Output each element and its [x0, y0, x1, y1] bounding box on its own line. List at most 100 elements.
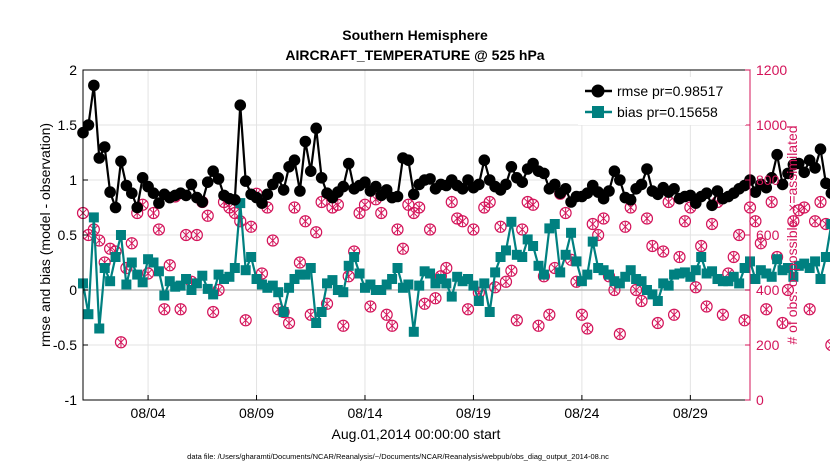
rmse-point	[180, 189, 192, 202]
obs-possible-marker	[700, 300, 713, 313]
rmse-point	[407, 188, 420, 201]
rmse-point	[668, 183, 680, 195]
obs-assimilated-marker	[246, 221, 256, 232]
obs-assimilated-marker	[377, 208, 386, 218]
legend-bias-marker	[592, 106, 604, 118]
obs-assimilated-marker	[621, 221, 630, 232]
rmse-point	[239, 175, 252, 187]
obs-possible-marker	[396, 242, 410, 255]
chart-title: Southern Hemisphere	[342, 27, 488, 43]
bias-point	[804, 263, 815, 273]
bias-point	[593, 263, 604, 273]
obs-assimilated-marker	[789, 216, 798, 227]
obs-assimilated-marker	[317, 197, 326, 207]
bias-point	[652, 296, 663, 306]
obs-assimilated-marker	[545, 309, 554, 320]
bias-point	[490, 267, 501, 278]
chart-subtitle: AIRCRAFT_TEMPERATURE @ 525 hPa	[285, 47, 544, 63]
bias-point	[495, 252, 506, 262]
rmse-point	[126, 187, 138, 199]
rmse-point	[809, 162, 821, 174]
obs-assimilated-marker	[463, 304, 473, 315]
bias-point	[419, 266, 430, 277]
rmse-point	[538, 167, 550, 180]
obs-assimilated-marker	[751, 216, 760, 227]
obs-assimilated-marker	[181, 230, 191, 240]
bias-point	[115, 230, 126, 240]
obs-possible-marker	[467, 223, 480, 236]
rmse-point	[641, 163, 653, 175]
obs-assimilated-marker	[366, 301, 375, 312]
bias-point	[538, 269, 549, 280]
rmse-point	[424, 173, 436, 185]
obs-possible-marker	[282, 316, 296, 330]
obs-possible-marker	[505, 264, 518, 277]
obs-possible-marker	[597, 212, 610, 225]
bias-point	[278, 307, 289, 317]
obs-possible-marker	[445, 195, 458, 209]
y-tick-label: -0.5	[53, 337, 77, 353]
obs-possible-marker	[429, 292, 442, 305]
obs-assimilated-marker	[295, 257, 305, 268]
obs-possible-marker	[630, 283, 643, 297]
obs-possible-marker	[494, 220, 507, 233]
rmse-point	[782, 167, 794, 180]
y2-tick-label: 0	[756, 392, 764, 408]
obs-assimilated-marker	[442, 263, 451, 273]
obs-possible-marker	[255, 267, 269, 280]
bias-point	[598, 265, 609, 276]
obs-assimilated-marker	[447, 197, 456, 207]
rmse-point	[153, 197, 165, 209]
obs-possible-marker	[695, 239, 708, 253]
rmse-point	[820, 177, 830, 190]
bias-point	[500, 245, 511, 256]
bias-point	[159, 290, 170, 301]
obs-possible-marker	[575, 308, 588, 321]
bias-point	[441, 278, 452, 289]
rmse-point	[516, 176, 529, 188]
bias-point	[555, 267, 566, 278]
y-tick-label: 2	[69, 62, 77, 78]
rmse-point	[185, 178, 198, 191]
obs-possible-marker	[158, 303, 171, 316]
obs-assimilated-marker	[534, 320, 543, 331]
rmse-point	[814, 143, 827, 155]
bias-point	[571, 256, 582, 267]
obs-assimilated-marker	[648, 241, 657, 251]
obs-possible-marker	[667, 308, 681, 321]
bias-point	[728, 271, 739, 282]
y2-tick-label: 200	[756, 337, 780, 353]
obs-assimilated-marker	[301, 216, 310, 227]
bias-point	[88, 212, 99, 223]
y2-tick-label: 600	[756, 227, 780, 243]
obs-assimilated-marker	[192, 230, 202, 240]
bias-point	[191, 278, 202, 289]
rmse-point	[272, 172, 285, 184]
obs-possible-marker	[190, 228, 203, 242]
obs-assimilated-marker	[702, 301, 711, 312]
obs-possible-marker	[315, 195, 328, 209]
bias-point	[820, 252, 830, 262]
bias-point	[381, 279, 392, 290]
obs-possible-marker	[689, 281, 702, 294]
obs-possible-marker	[705, 217, 719, 231]
obs-possible-marker	[581, 322, 594, 335]
bias-point	[457, 276, 468, 287]
obs-possible-marker	[125, 237, 138, 250]
obs-possible-marker	[245, 220, 258, 233]
y-tick-label: 1	[69, 172, 77, 188]
bias-point	[94, 323, 105, 334]
obs-assimilated-marker	[360, 199, 370, 210]
bias-point	[582, 269, 593, 280]
obs-assimilated-marker	[691, 282, 700, 293]
obs-possible-marker	[114, 336, 128, 349]
obs-possible-marker	[499, 275, 513, 288]
bias-point	[218, 274, 229, 284]
x-tick-label: 08/24	[564, 405, 599, 421]
obs-assimilated-marker	[501, 276, 511, 287]
obs-possible-marker	[516, 223, 529, 236]
obs-assimilated-marker	[469, 224, 478, 235]
obs-assimilated-marker	[767, 197, 776, 207]
rmse-point	[294, 185, 306, 197]
rmse-point	[359, 176, 371, 188]
